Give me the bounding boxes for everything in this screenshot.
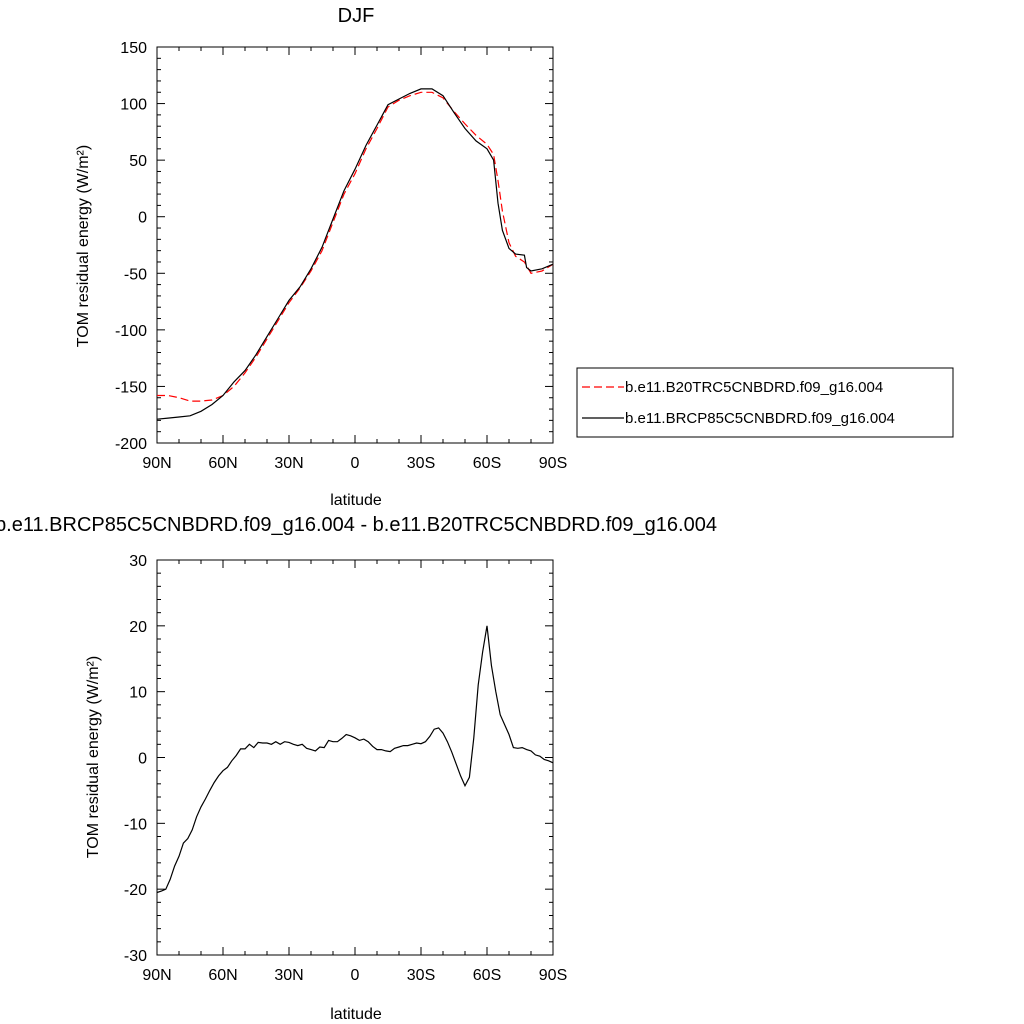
x-tick-label: 30N — [274, 455, 303, 472]
bottom-plot-area: 90N 60N 30N 0 30S 60S 90S -30 -20 -10 0 10 20 30 — [124, 553, 567, 984]
x-tick-label: 60N — [208, 455, 237, 472]
top-y-axis-label: TOM residual energy (W/m²) — [75, 145, 92, 347]
y-tick-label: 10 — [129, 685, 147, 702]
bottom-y-axis-label: TOM residual energy (W/m²) — [85, 656, 102, 858]
y-tick-label: -150 — [115, 379, 147, 396]
plot-frame — [156, 46, 554, 444]
legend-label-rcp85: b.e11.BRCP85C5CNBDRD.f09_g16.004 — [625, 410, 895, 427]
x-tick-label: 30N — [274, 967, 303, 984]
y-tick-label: 0 — [138, 210, 147, 227]
x-tick-label: 90N — [142, 967, 171, 984]
y-tick-label: -10 — [124, 816, 147, 833]
legend-label-historical: b.e11.B20TRC5CNBDRD.f09_g16.004 — [625, 379, 883, 396]
y-tick-label: 0 — [138, 751, 147, 768]
y-tick-label: 50 — [129, 153, 147, 170]
x-tick-label: 30S — [407, 967, 435, 984]
y-tick-label: 150 — [120, 40, 147, 57]
top-panel: DJF 90N 60N 30N 0 30S 60S 90S -200 -150 -100 -50 0 5… — [75, 5, 567, 509]
x-tick-label: 60S — [473, 455, 501, 472]
y-tick-label: 100 — [120, 97, 147, 114]
x-tick-label: 60S — [473, 967, 501, 984]
series-line-2 — [156, 88, 554, 420]
x-tick-label: 0 — [351, 967, 360, 984]
x-tick-label: 30S — [407, 455, 435, 472]
x-tick-label: 90S — [539, 455, 567, 472]
top-chart-title: DJF — [338, 5, 375, 27]
plot-frame — [156, 559, 554, 956]
series-line-1 — [156, 625, 554, 894]
y-tick-label: -50 — [124, 266, 147, 283]
y-tick-label: 20 — [129, 619, 147, 636]
bottom-x-axis-label: latitude — [330, 1006, 382, 1023]
y-tick-label: -100 — [115, 323, 147, 340]
series-line-1 — [157, 91, 554, 402]
y-tick-label: -20 — [124, 882, 147, 899]
top-x-axis-label: latitude — [330, 492, 382, 509]
top-plot-area: 90N 60N 30N 0 30S 60S 90S -200 -150 -100 -50 0 50 100… — [115, 40, 567, 472]
x-tick-label: 90S — [539, 967, 567, 984]
legend: b.e11.B20TRC5CNBDRD.f09_g16.004 b.e11.BR… — [576, 367, 954, 438]
x-tick-label: 90N — [142, 455, 171, 472]
bottom-chart-title: b.e11.BRCP85C5CNBDRD.f09_g16.004 - b.e11… — [0, 514, 717, 536]
y-tick-label: -30 — [124, 948, 147, 965]
y-tick-label: -200 — [115, 436, 147, 453]
bottom-panel: b.e11.BRCP85C5CNBDRD.f09_g16.004 - b.e11… — [0, 514, 717, 1023]
x-tick-label: 60N — [208, 967, 237, 984]
x-tick-label: 0 — [351, 455, 360, 472]
y-tick-label: 30 — [129, 553, 147, 570]
legend-box — [576, 367, 954, 438]
